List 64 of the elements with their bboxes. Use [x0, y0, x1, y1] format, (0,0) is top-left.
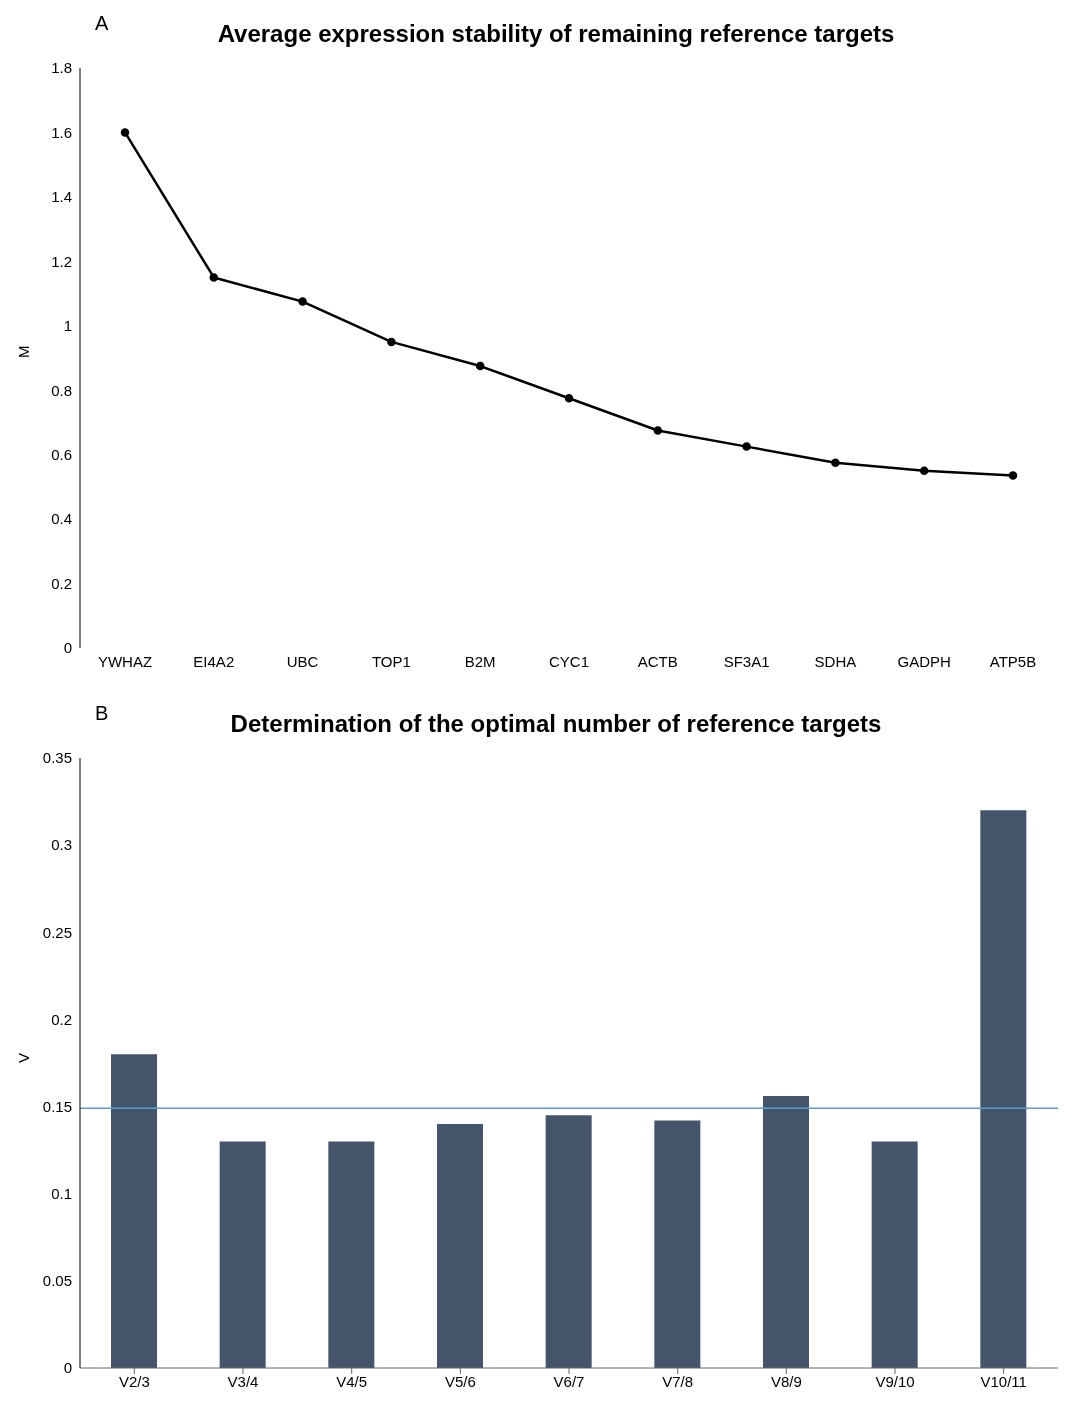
chart-title: Average expression stability of remaining reference targets: [217, 20, 895, 47]
y-tick-label: 1: [63, 317, 72, 335]
point: [475, 361, 485, 371]
point: [564, 394, 574, 403]
x-tick-label: UBC: [286, 652, 319, 670]
point: [919, 466, 929, 476]
x-tick-label: V6/7: [553, 1372, 585, 1390]
bar: [545, 1115, 592, 1368]
y-tick-label: 0.6: [51, 445, 72, 463]
point: [120, 128, 130, 137]
x-tick-label: V5/6: [444, 1372, 476, 1390]
point: [653, 426, 663, 435]
text: A: [95, 12, 109, 35]
x-tick-label: GADPH: [897, 652, 951, 670]
y-tick-label: 1.6: [51, 123, 72, 141]
y-tick-label: 0.25: [42, 923, 72, 941]
x-tick-label: V8/9: [770, 1372, 802, 1390]
y-axis-title: V: [15, 1052, 33, 1063]
y-tick-label: 0.2: [51, 1010, 72, 1028]
y-tick-label: 0.05: [42, 1272, 72, 1290]
x-tick-label: ATP5B: [989, 652, 1037, 670]
bar: [219, 1141, 266, 1368]
x-tick-label: V3/4: [227, 1372, 259, 1390]
x-tick-label: ACTB: [637, 652, 678, 670]
point: [298, 297, 307, 306]
x-tick-label: V10/11: [980, 1372, 1027, 1390]
y-tick-label: 0: [63, 1359, 72, 1377]
text: B: [95, 702, 109, 725]
y-tick-label: 0.2: [51, 574, 72, 592]
bar: [980, 810, 1027, 1368]
x-tick-label: TOP1: [371, 652, 411, 670]
x-tick-label: SDHA: [814, 652, 857, 670]
y-tick-label: 0.15: [42, 1097, 72, 1115]
y-axis-title: M: [15, 345, 33, 358]
x-tick-label: V4/5: [336, 1372, 368, 1390]
x-tick-label: EI4A2: [193, 652, 235, 670]
point: [831, 458, 840, 467]
chart-title: Determination of the optimal number of reference targets: [230, 710, 882, 737]
y-tick-label: 0.35: [42, 749, 72, 767]
x-tick-label: SF3A1: [723, 652, 770, 670]
y-tick-label: 1.4: [51, 188, 72, 206]
bar: [328, 1141, 375, 1368]
y-tick-label: 0: [63, 639, 72, 657]
x-tick-label: CYC1: [548, 652, 590, 670]
x-tick-label: V2/3: [118, 1372, 150, 1390]
y-tick-label: 0.8: [51, 381, 72, 399]
point: [1008, 471, 1018, 480]
y-tick-label: 1.8: [51, 59, 72, 77]
point: [387, 337, 396, 347]
x-tick-label: V9/10: [875, 1372, 915, 1390]
x-tick-label: YWHAZ: [97, 652, 153, 670]
y-tick-label: 0.4: [51, 510, 72, 528]
bar: [111, 1054, 157, 1368]
bar: [763, 1096, 809, 1368]
x-tick-label: B2M: [464, 652, 496, 670]
point: [742, 442, 751, 451]
x-tick-label: V7/8: [662, 1372, 694, 1390]
bar: [871, 1141, 918, 1368]
y-tick-label: 0.3: [51, 836, 72, 854]
bar: [654, 1120, 701, 1368]
point: [209, 273, 219, 282]
bar: [437, 1124, 483, 1368]
y-tick-label: 1.2: [51, 252, 72, 270]
y-tick-label: 0.1: [51, 1185, 72, 1203]
